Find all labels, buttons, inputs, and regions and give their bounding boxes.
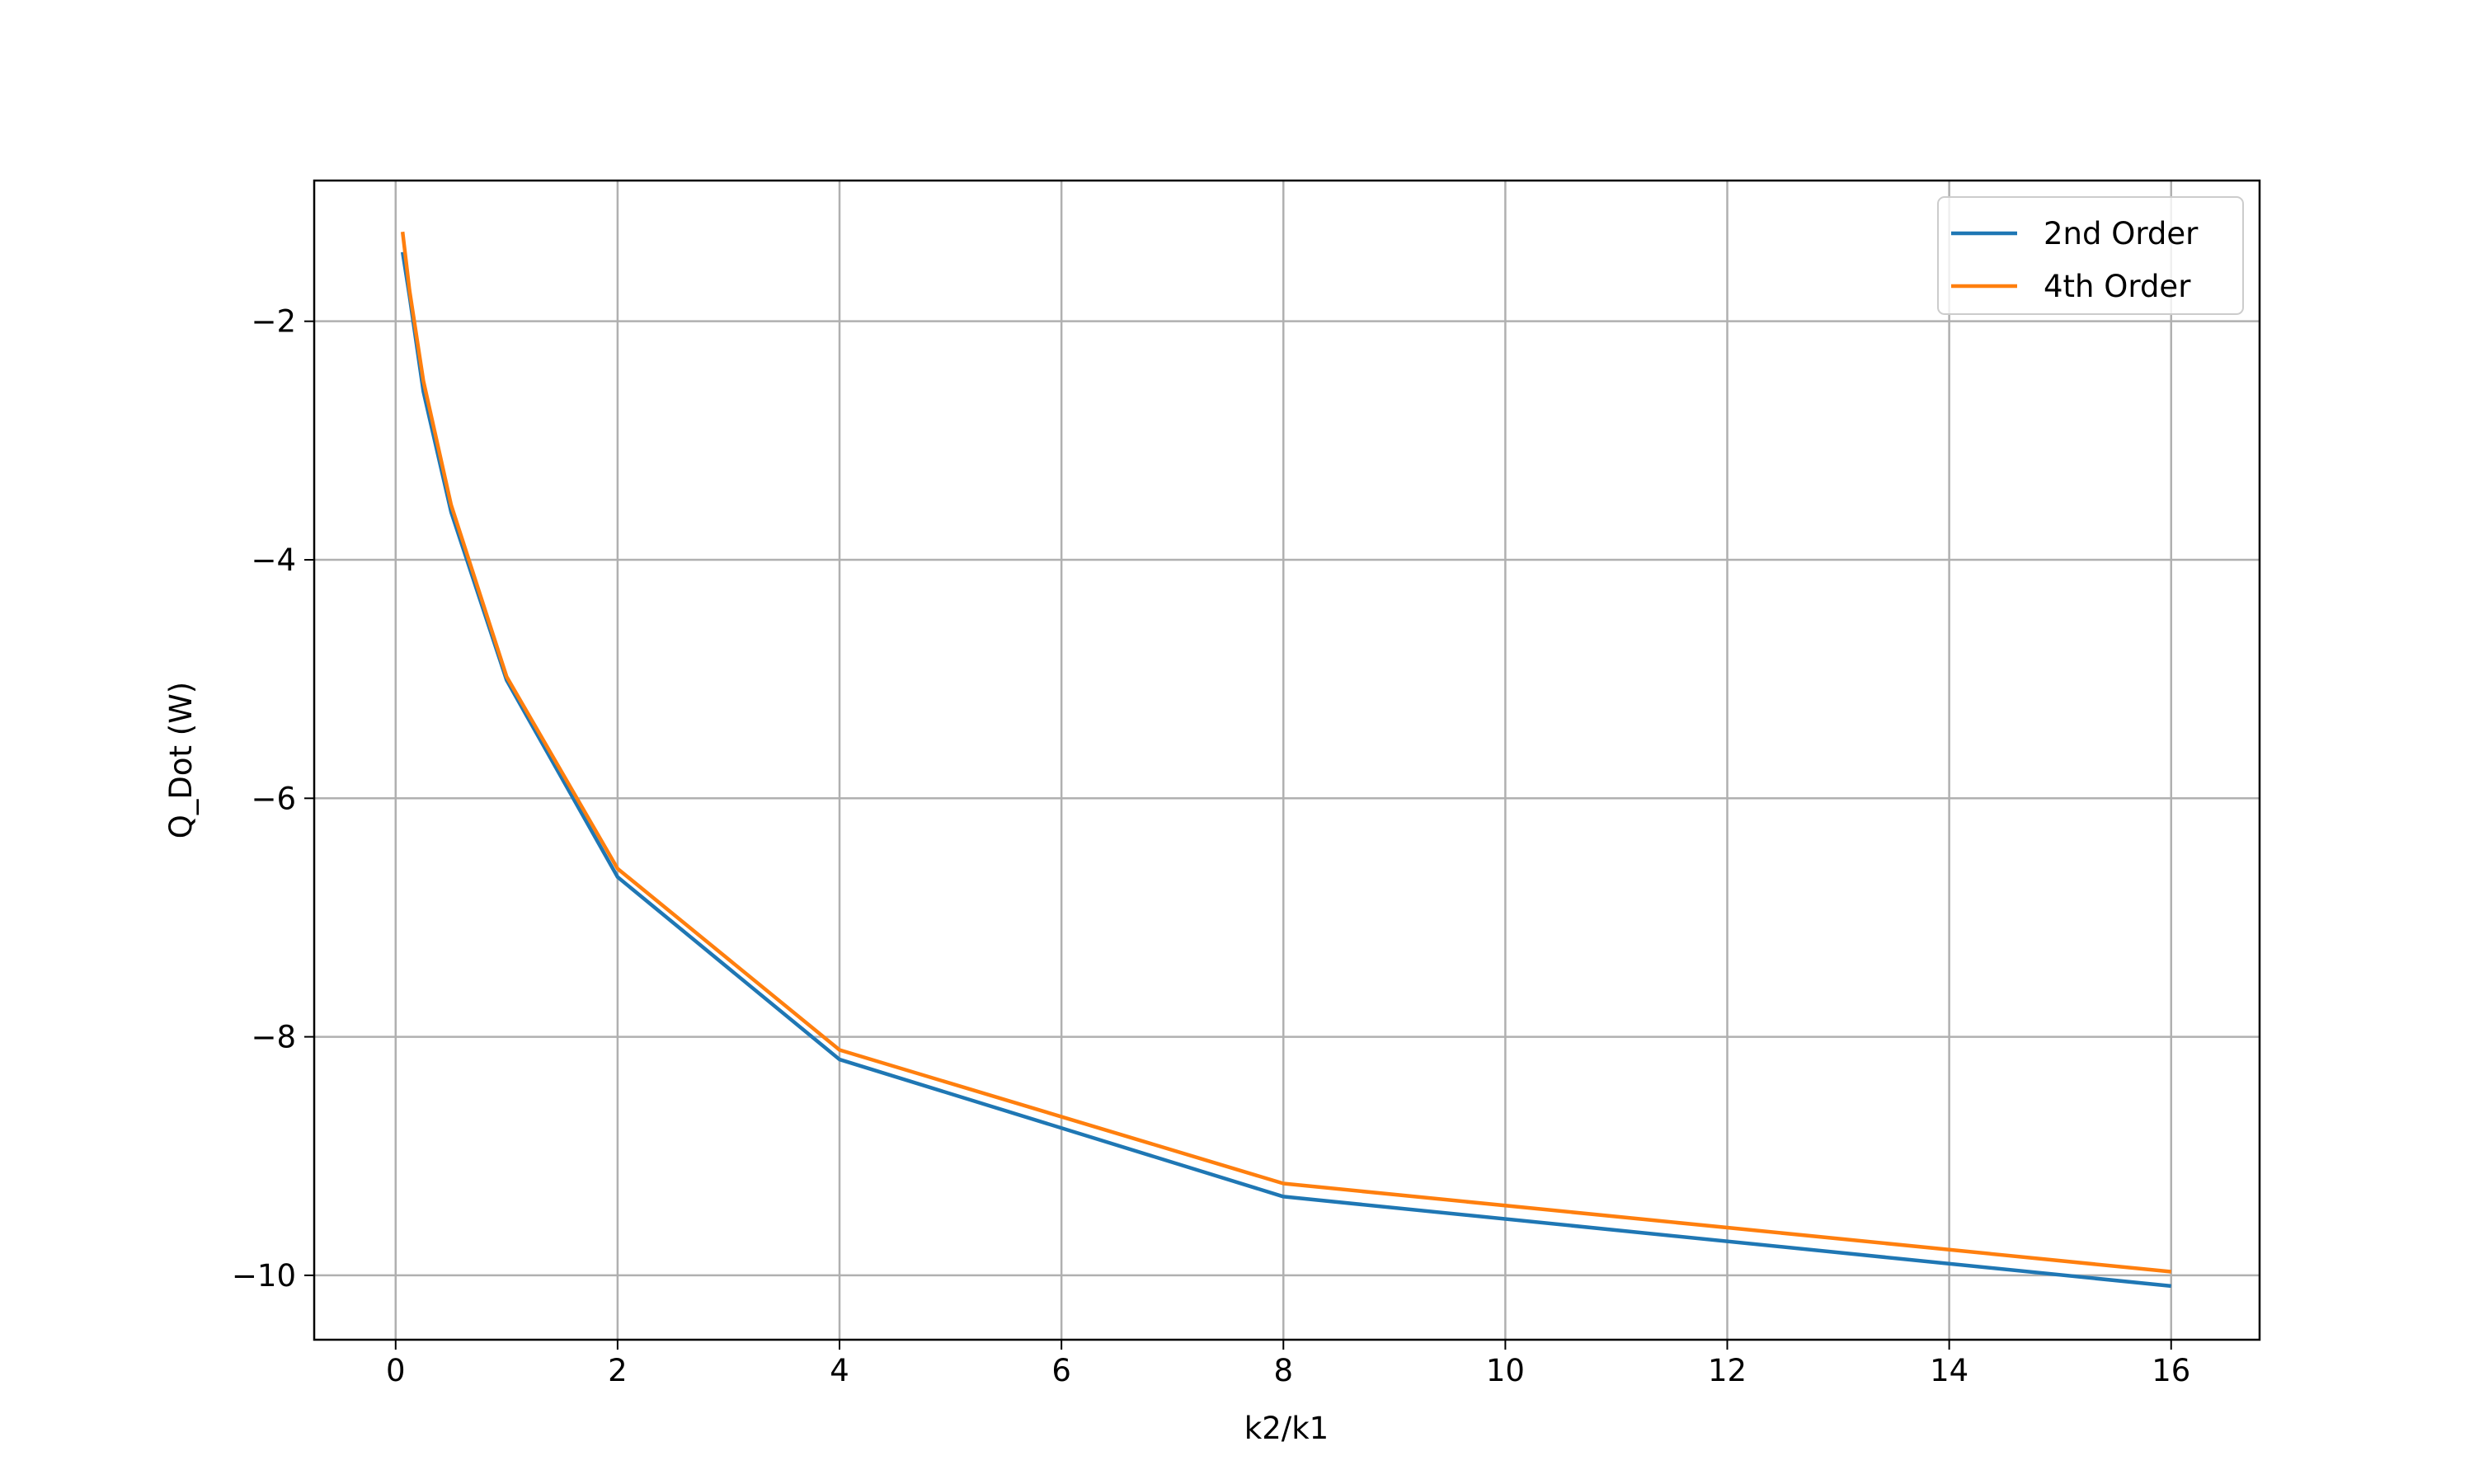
x-tick-label: 16 bbox=[2152, 1353, 2190, 1388]
y-tick-label: −2 bbox=[251, 304, 296, 340]
x-tick-label: 4 bbox=[830, 1353, 849, 1388]
data-line bbox=[400, 251, 2171, 1289]
y-tick-label: −4 bbox=[251, 542, 296, 578]
y-axis-label: Q_Dot (W) bbox=[163, 682, 199, 838]
grid bbox=[314, 181, 2260, 1340]
x-tick-label: 10 bbox=[1486, 1353, 1525, 1388]
x-axis-label: k2/k1 bbox=[1244, 1411, 1329, 1446]
plot-frame bbox=[313, 179, 2261, 1341]
data-line bbox=[400, 231, 2171, 1274]
axes: 0 2 4 6 8 10 12 14 16 −10 −8 −6 −4 −2 bbox=[232, 304, 2190, 1388]
x-tick-label: 0 bbox=[386, 1353, 406, 1388]
x-tick-label: 2 bbox=[608, 1353, 628, 1388]
legend-label: 2nd Order bbox=[2044, 216, 2199, 251]
legend: 2nd Order 4th Order bbox=[1937, 196, 2244, 315]
x-tick-label: 14 bbox=[1930, 1353, 1968, 1388]
y-tick-label: −6 bbox=[251, 781, 296, 816]
x-tick-label: 8 bbox=[1273, 1353, 1293, 1388]
y-tick-label: −10 bbox=[232, 1258, 296, 1294]
y-tick-label: −8 bbox=[251, 1020, 296, 1055]
plot-lines bbox=[400, 231, 2171, 1289]
legend-label: 4th Order bbox=[2044, 269, 2191, 304]
x-tick-label: 12 bbox=[1708, 1353, 1747, 1388]
x-tick-label: 6 bbox=[1051, 1353, 1071, 1388]
